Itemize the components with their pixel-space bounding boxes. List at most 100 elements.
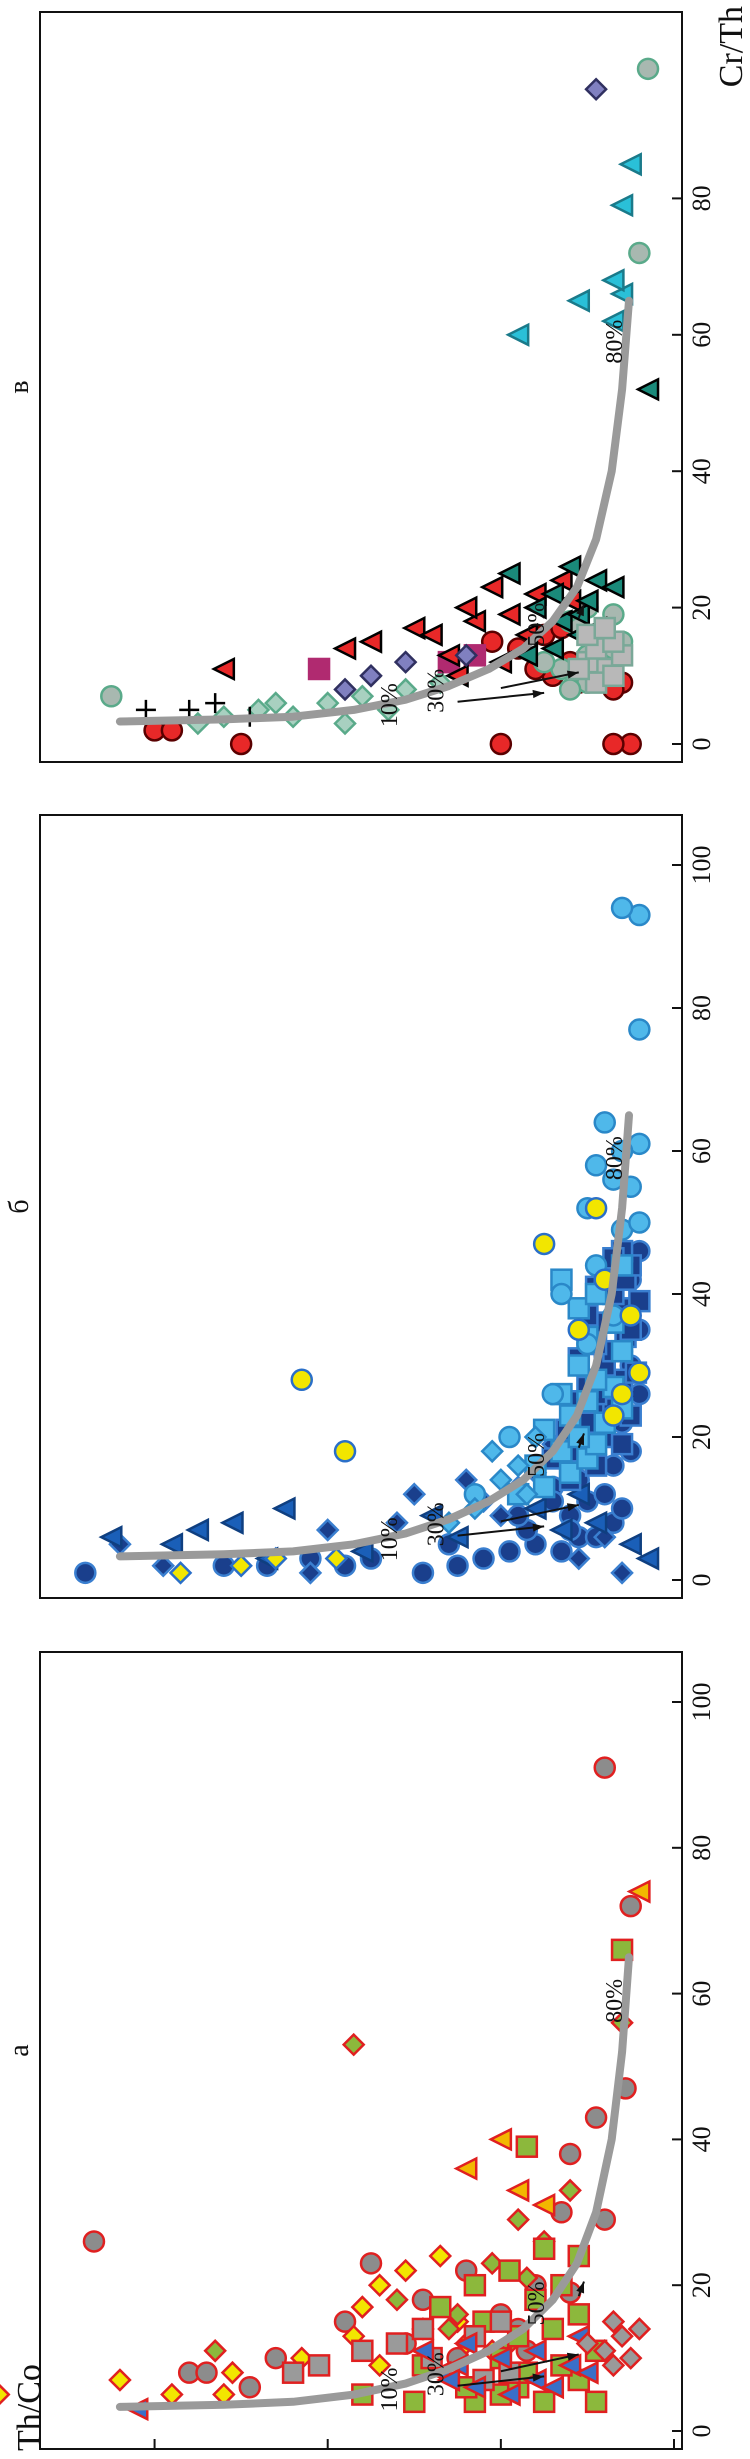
curve-label: 30%	[424, 2352, 450, 2396]
diamond-marker	[324, 1546, 349, 1571]
circle-marker	[610, 896, 634, 920]
square-marker	[351, 2339, 374, 2363]
triangle-marker	[488, 2346, 513, 2371]
series-8	[575, 2309, 652, 2378]
circle-marker	[359, 2252, 383, 2275]
x-tick-label: 0	[687, 738, 716, 751]
triangle-marker	[565, 288, 591, 313]
circle-marker	[333, 2310, 357, 2333]
triangle-marker	[574, 588, 599, 613]
diamond-marker	[168, 1561, 193, 1585]
circle-marker	[498, 1425, 521, 1449]
circle-marker	[584, 1154, 608, 1177]
x-tick-label: 100	[687, 1683, 716, 1722]
diamond-marker	[610, 2324, 634, 2348]
diamond-marker	[454, 643, 478, 668]
x-tick-label: 80	[687, 185, 716, 211]
circle-marker	[584, 2106, 608, 2129]
diamond-marker	[0, 2384, 11, 2406]
circle-marker	[593, 1482, 616, 1506]
diamond-marker	[437, 2317, 461, 2341]
circle-marker	[229, 732, 253, 756]
square-marker	[610, 1432, 634, 1456]
triangle-marker	[505, 2178, 530, 2203]
diamond-marker	[220, 2360, 245, 2385]
triangle-marker	[548, 609, 573, 634]
panel-c-scatter-plot: в 0 20 40 60 80 10% 30% 50% 80%	[4, 11, 716, 763]
triangle-marker	[332, 636, 357, 661]
triangle-marker	[185, 1517, 210, 1542]
square-marker	[463, 2273, 487, 2297]
curve-label: 10%	[377, 683, 403, 727]
diamond-marker	[592, 2339, 617, 2363]
circle-marker	[593, 1111, 616, 1134]
diamond-marker	[601, 2309, 626, 2334]
circle-marker	[619, 1304, 642, 1327]
triangle-marker	[444, 1525, 469, 1550]
circle-marker	[74, 1561, 97, 1585]
square-marker	[515, 2135, 539, 2158]
square-marker	[498, 2259, 521, 2282]
x-tick-label: 20	[687, 2272, 716, 2298]
triangle-marker	[496, 602, 521, 627]
circle-marker	[411, 1561, 435, 1585]
diamond-marker	[264, 691, 288, 715]
square-marker	[602, 664, 625, 688]
square-marker	[593, 616, 616, 640]
square-marker	[567, 2303, 591, 2326]
circle-marker	[100, 685, 123, 708]
diamond-marker	[575, 2331, 600, 2356]
curve-label: 50%	[524, 2281, 550, 2325]
diamond-marker	[601, 2353, 626, 2378]
triangle-marker	[574, 2360, 599, 2385]
arrow-head	[566, 670, 579, 679]
triangle-marker	[617, 1532, 642, 1557]
arrow-head	[576, 2281, 585, 2294]
x-tick-label: 0	[687, 2425, 716, 2438]
square-marker	[567, 1297, 591, 1320]
annotation-arrow	[500, 1503, 579, 1523]
x-tick-label: 60	[687, 1138, 716, 1164]
mixing-curve	[115, 296, 633, 726]
circle-marker	[636, 57, 660, 81]
annotation-arrow	[457, 1525, 545, 1537]
x-tick-label: 60	[687, 322, 716, 348]
x-tick-label: 40	[687, 1281, 716, 1307]
arrow-head	[566, 2352, 579, 2361]
annotation-arrow	[457, 691, 545, 703]
plus-marker	[135, 699, 156, 720]
square-marker	[489, 2310, 513, 2333]
y-axis-label: Th/Co	[11, 2364, 48, 2451]
diamond-marker	[480, 1439, 504, 1464]
circle-marker	[628, 1361, 651, 1384]
curve-label: 10%	[377, 2367, 403, 2411]
diamond-marker	[350, 2295, 375, 2319]
circle-marker	[628, 241, 651, 265]
circle-marker	[610, 1497, 634, 1520]
data-marks	[100, 57, 660, 756]
circle-marker	[333, 1440, 357, 1463]
series-8	[505, 152, 642, 347]
series-3	[98, 1482, 660, 1571]
square-marker	[532, 2237, 556, 2260]
annotation-arrow	[500, 671, 579, 690]
diamond-marker	[515, 1482, 539, 1506]
diamond-marker	[523, 1425, 548, 1449]
diamond-marker	[567, 1546, 591, 1571]
triangle-marker	[401, 616, 426, 641]
triangle-marker	[609, 193, 634, 218]
x-tick-label: 0	[687, 1574, 716, 1587]
x-tick-label: 40	[687, 458, 716, 484]
circle-marker	[593, 1756, 616, 1779]
panel-label: б	[4, 1199, 35, 1213]
triangle-marker	[540, 636, 565, 661]
diamond-marker	[627, 2317, 652, 2341]
arrow-head	[532, 689, 545, 699]
triangle-marker	[496, 561, 521, 586]
curve-label: 50%	[524, 603, 550, 647]
circle-marker	[550, 1540, 573, 1563]
diamond-marker	[108, 2368, 132, 2392]
triangle-marker	[418, 622, 443, 647]
x-tick-label: 100	[687, 846, 716, 885]
diamond-marker	[558, 2178, 582, 2203]
